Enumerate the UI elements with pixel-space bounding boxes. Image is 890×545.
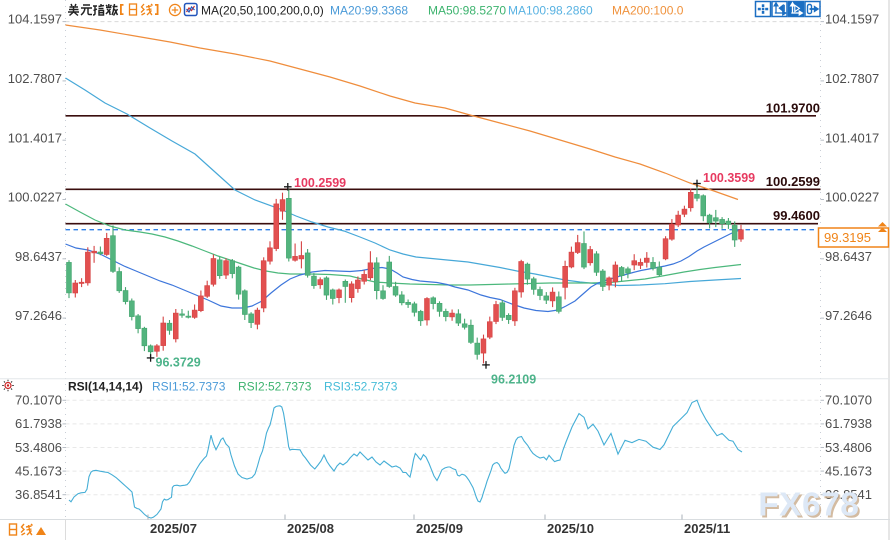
svg-text:53.4806: 53.4806 — [825, 440, 872, 455]
svg-text:100.2599: 100.2599 — [294, 176, 346, 190]
svg-text:61.7938: 61.7938 — [825, 416, 872, 431]
svg-text:MA20:99.3368: MA20:99.3368 — [330, 4, 408, 18]
svg-text:97.2646: 97.2646 — [15, 308, 62, 323]
svg-text:104.1597: 104.1597 — [8, 12, 62, 27]
svg-text:45.1673: 45.1673 — [825, 463, 872, 478]
svg-text:36.8541: 36.8541 — [15, 487, 62, 502]
svg-text:98.6437: 98.6437 — [825, 249, 872, 264]
svg-text:99.3195: 99.3195 — [824, 230, 871, 245]
svg-text:100.2599: 100.2599 — [766, 174, 820, 189]
svg-text:RSI1:52.7373: RSI1:52.7373 — [152, 380, 226, 394]
svg-text:RSI3:52.7373: RSI3:52.7373 — [324, 380, 398, 394]
svg-text:70.1070: 70.1070 — [825, 393, 872, 408]
svg-text:101.4017: 101.4017 — [825, 130, 879, 145]
svg-text:RSI(14,14,14): RSI(14,14,14) — [68, 380, 143, 394]
svg-text:100.3599: 100.3599 — [703, 171, 755, 185]
svg-text:FX678: FX678 — [758, 487, 859, 524]
svg-text:RSI2:52.7373: RSI2:52.7373 — [238, 380, 312, 394]
svg-text:97.2646: 97.2646 — [825, 308, 872, 323]
svg-text:MA100:98.2860: MA100:98.2860 — [508, 4, 593, 18]
svg-text:99.4600: 99.4600 — [773, 208, 820, 223]
svg-text:2025/07: 2025/07 — [150, 521, 197, 536]
svg-text:53.4806: 53.4806 — [15, 440, 62, 455]
svg-text:102.7807: 102.7807 — [825, 71, 879, 86]
svg-text:102.7807: 102.7807 — [8, 71, 62, 86]
svg-text:2025/09: 2025/09 — [416, 521, 463, 536]
svg-text:MA(20,50,100,200,0,0): MA(20,50,100,200,0,0) — [201, 4, 324, 18]
svg-text:36.8541: 36.8541 — [825, 487, 872, 502]
svg-text:104.1597: 104.1597 — [825, 12, 879, 27]
svg-text:MA50:98.5270: MA50:98.5270 — [428, 4, 506, 18]
svg-text:MA200:100.0: MA200:100.0 — [612, 4, 684, 18]
svg-text:101.4017: 101.4017 — [8, 130, 62, 145]
svg-text:FX678: FX678 — [760, 489, 861, 526]
svg-text:2025/10: 2025/10 — [547, 521, 594, 536]
svg-text:2025/08: 2025/08 — [287, 521, 334, 536]
svg-text:100.0227: 100.0227 — [825, 190, 879, 205]
svg-text:96.3729: 96.3729 — [156, 356, 201, 370]
svg-text:101.9700: 101.9700 — [766, 100, 820, 115]
svg-text:70.1070: 70.1070 — [15, 393, 62, 408]
svg-text:96.2109: 96.2109 — [491, 373, 536, 387]
svg-text:98.6437: 98.6437 — [15, 249, 62, 264]
svg-text:45.1673: 45.1673 — [15, 463, 62, 478]
svg-text:61.7938: 61.7938 — [15, 416, 62, 431]
svg-text:100.0227: 100.0227 — [8, 190, 62, 205]
svg-text:2025/11: 2025/11 — [684, 521, 730, 536]
